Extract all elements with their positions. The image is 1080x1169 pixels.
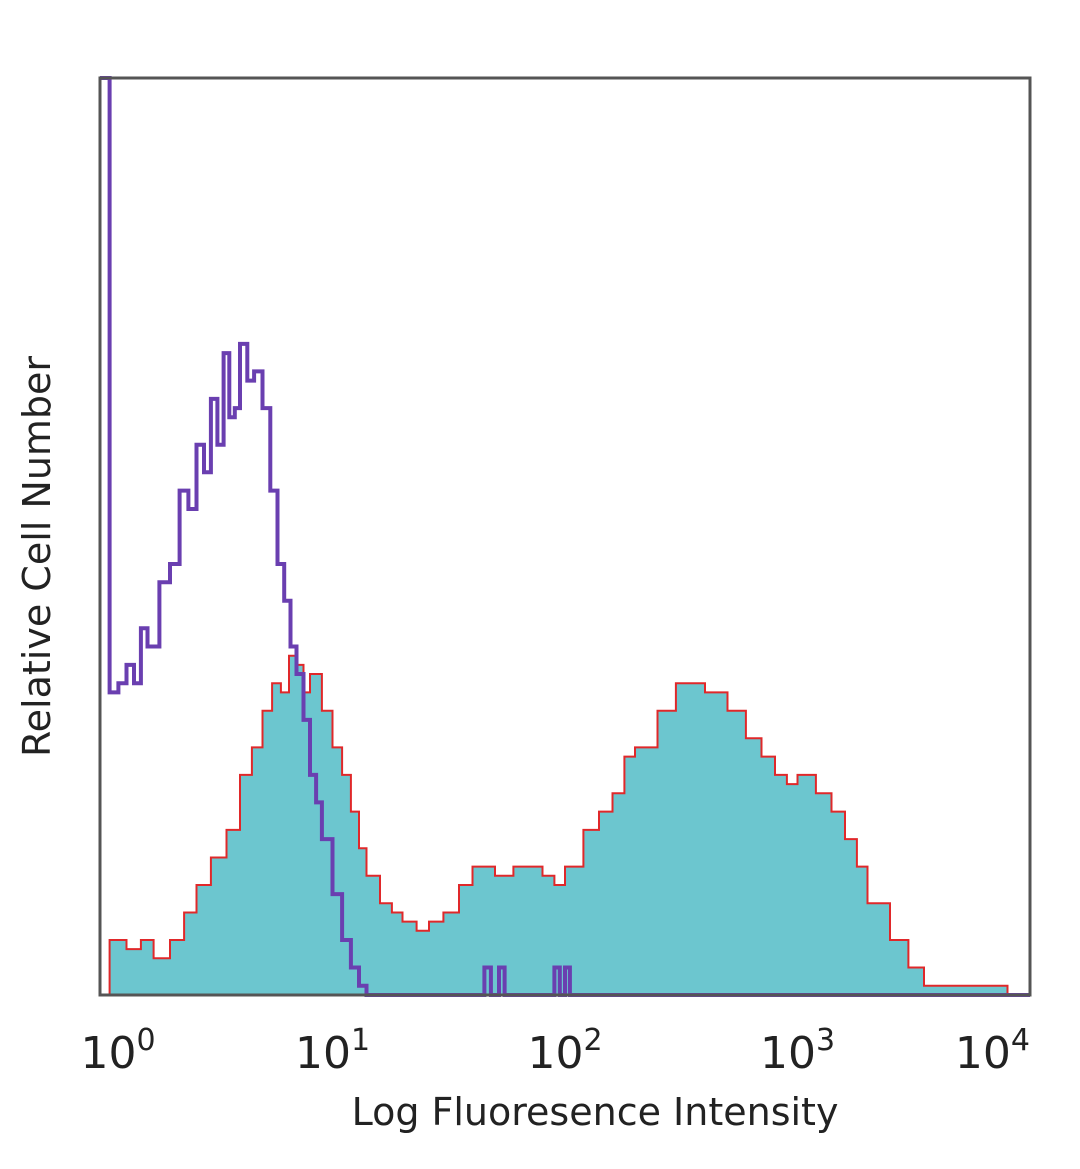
x-tick-label: 103 <box>760 1023 835 1079</box>
x-tick-base: 10 <box>527 1028 583 1079</box>
x-tick-label: 102 <box>527 1023 602 1079</box>
x-tick-label: 101 <box>295 1023 370 1079</box>
x-tick-base: 10 <box>760 1028 816 1079</box>
x-tick-label: 104 <box>955 1023 1030 1079</box>
plot-frame <box>98 76 1032 997</box>
x-tick-exponent: 1 <box>351 1023 370 1058</box>
x-tick-labels: 100 101 102 103 104 <box>80 1023 1030 1079</box>
x-tick-exponent: 2 <box>583 1023 602 1058</box>
x-tick-exponent: 4 <box>1011 1023 1030 1058</box>
plot-area <box>100 76 1030 997</box>
x-tick-base: 10 <box>955 1028 1011 1079</box>
series-1-line <box>100 76 1030 997</box>
x-tick-base: 10 <box>80 1028 136 1079</box>
x-tick-exponent: 0 <box>136 1023 155 1058</box>
y-axis-title: Relative Cell Number <box>15 356 59 757</box>
x-axis-title: Log Fluoresence Intensity <box>352 1090 839 1134</box>
x-tick-label: 100 <box>80 1023 155 1079</box>
series-0-line <box>100 654 1030 996</box>
x-tick-base: 10 <box>295 1028 351 1079</box>
x-tick-exponent: 3 <box>816 1023 835 1058</box>
